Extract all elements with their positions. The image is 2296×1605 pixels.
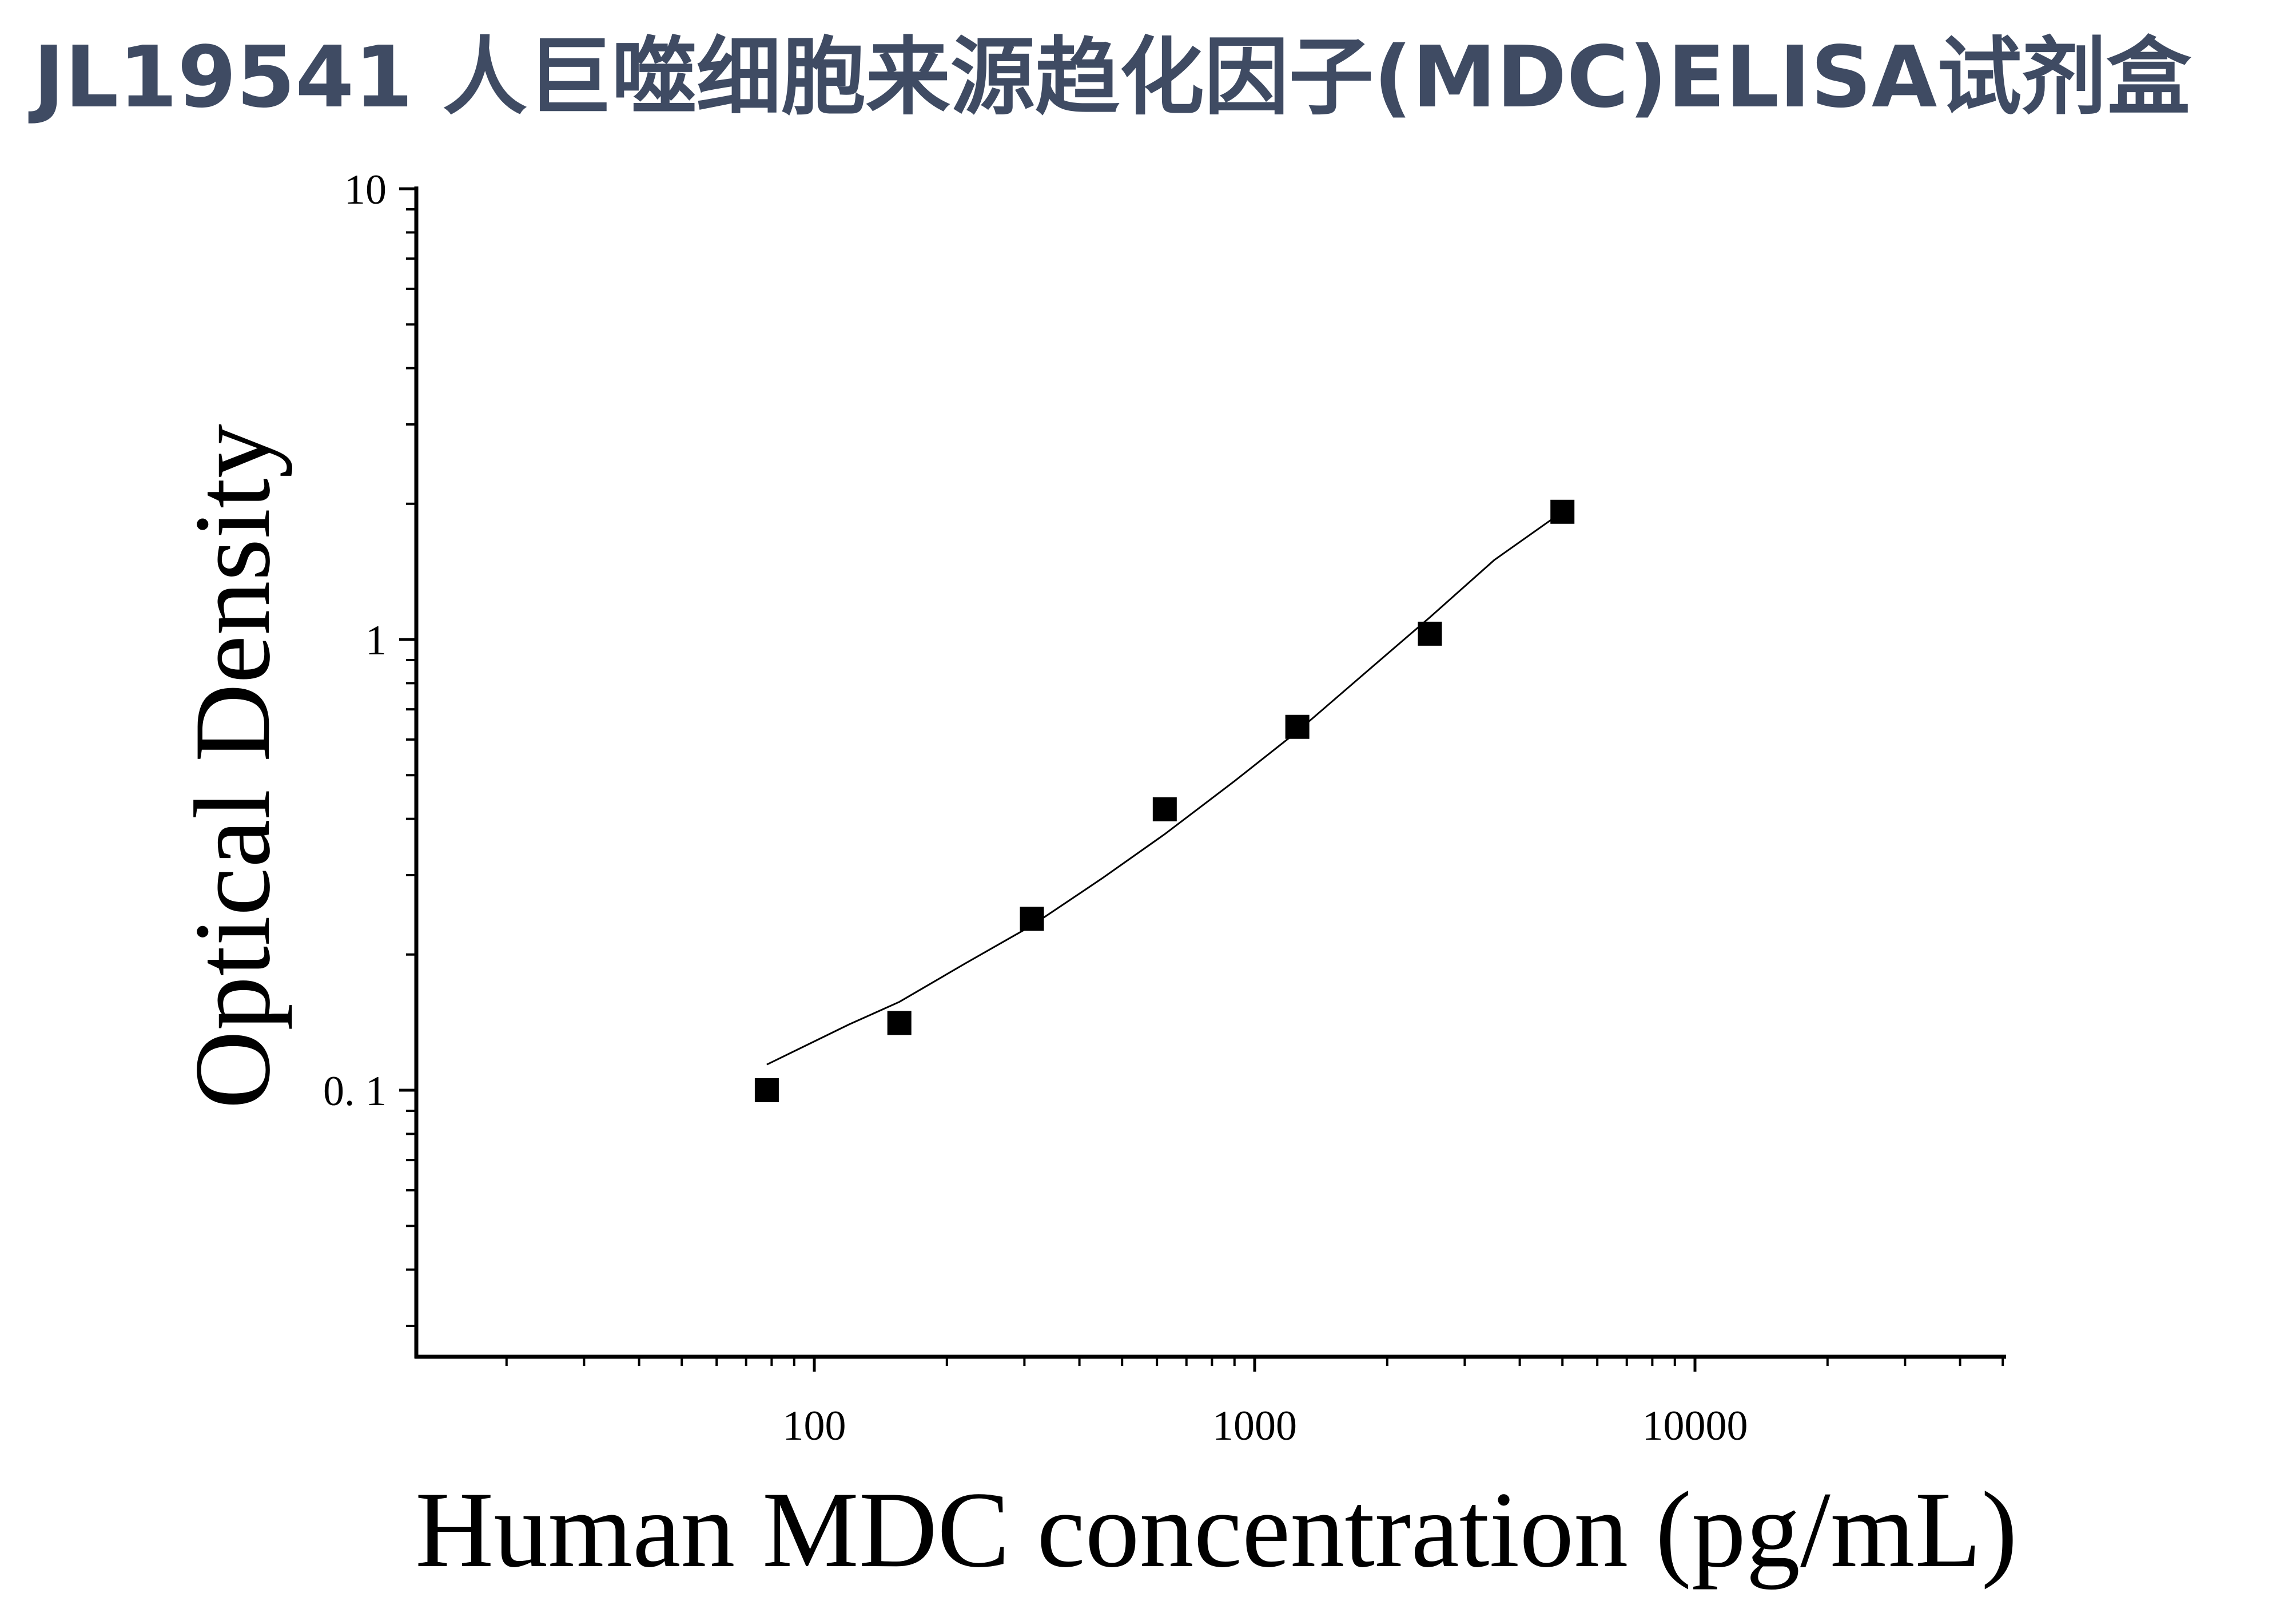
data-point	[1418, 621, 1442, 646]
chart-axes: 100 1000 10000 10 1 0. 1	[323, 166, 2006, 1449]
data-point	[754, 1078, 779, 1102]
y-tick-label: 1	[365, 617, 387, 664]
fit-curve-group	[766, 511, 1563, 1066]
data-point	[1020, 907, 1044, 931]
x-tick-label: 100	[783, 1403, 846, 1449]
y-tick-label: 0. 1	[323, 1068, 387, 1115]
data-point	[1152, 797, 1177, 821]
x-tick-label: 10000	[1642, 1403, 1748, 1449]
data-point	[1550, 499, 1575, 524]
x-tick-label: 1000	[1212, 1403, 1297, 1449]
data-point	[1285, 714, 1310, 739]
fit-curve	[766, 511, 1563, 1066]
page-title: JL19541 人巨噬细胞来源趋化因子(MDC)ELISA试剂盒	[33, 28, 2191, 126]
y-axis-title: Optical Density	[173, 424, 293, 1109]
data-points-group	[754, 499, 1575, 1102]
x-axis-title: Human MDC concentration (pg/mL)	[415, 1470, 2018, 1590]
data-point	[887, 1011, 912, 1035]
y-tick-label: 10	[344, 166, 387, 213]
